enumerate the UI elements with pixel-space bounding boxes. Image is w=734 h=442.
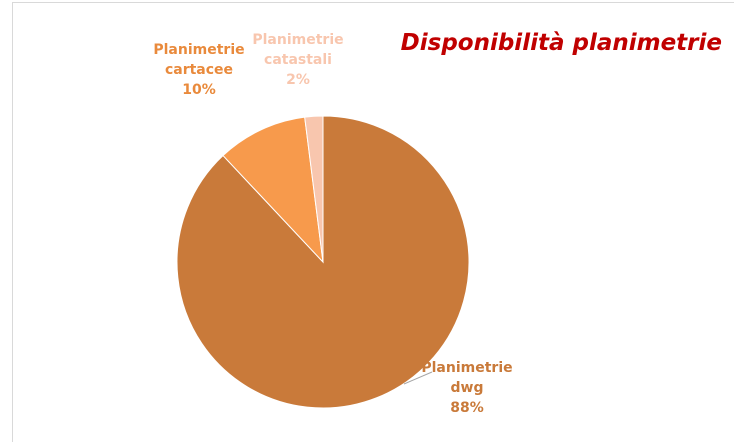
slice-label: Planimetrie cartacee 10% xyxy=(144,40,254,100)
slice-label: Planimetrie catastali 2% xyxy=(243,30,353,90)
chart-title: Disponibilità planimetrie xyxy=(400,30,722,56)
slice-label-value: 10% xyxy=(182,82,216,98)
slice-label-name: Planimetrie catastali xyxy=(252,32,344,68)
pie-slice xyxy=(304,115,324,263)
slice-label-name: Planimetrie cartacee xyxy=(153,42,245,78)
leader-line xyxy=(403,371,433,385)
slice-label-value: 2% xyxy=(286,72,310,88)
slice-label: Planimetrie dwg 88% xyxy=(412,358,522,418)
chart-border xyxy=(12,2,734,442)
pie-slice xyxy=(222,116,324,264)
slice-label-name: Planimetrie dwg xyxy=(421,360,513,396)
slice-label-value: 88% xyxy=(450,400,484,416)
